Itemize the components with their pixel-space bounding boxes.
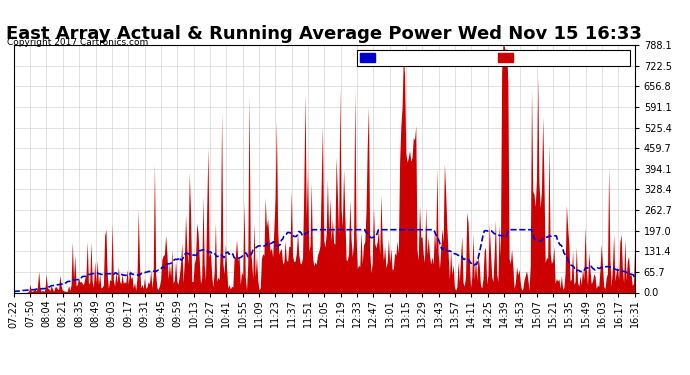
Legend: Average (DC Watts), East Array (DC Watts): Average (DC Watts), East Array (DC Watts… xyxy=(357,50,630,66)
Text: Copyright 2017 Cartronics.com: Copyright 2017 Cartronics.com xyxy=(7,38,148,47)
Title: East Array Actual & Running Average Power Wed Nov 15 16:33: East Array Actual & Running Average Powe… xyxy=(6,26,642,44)
